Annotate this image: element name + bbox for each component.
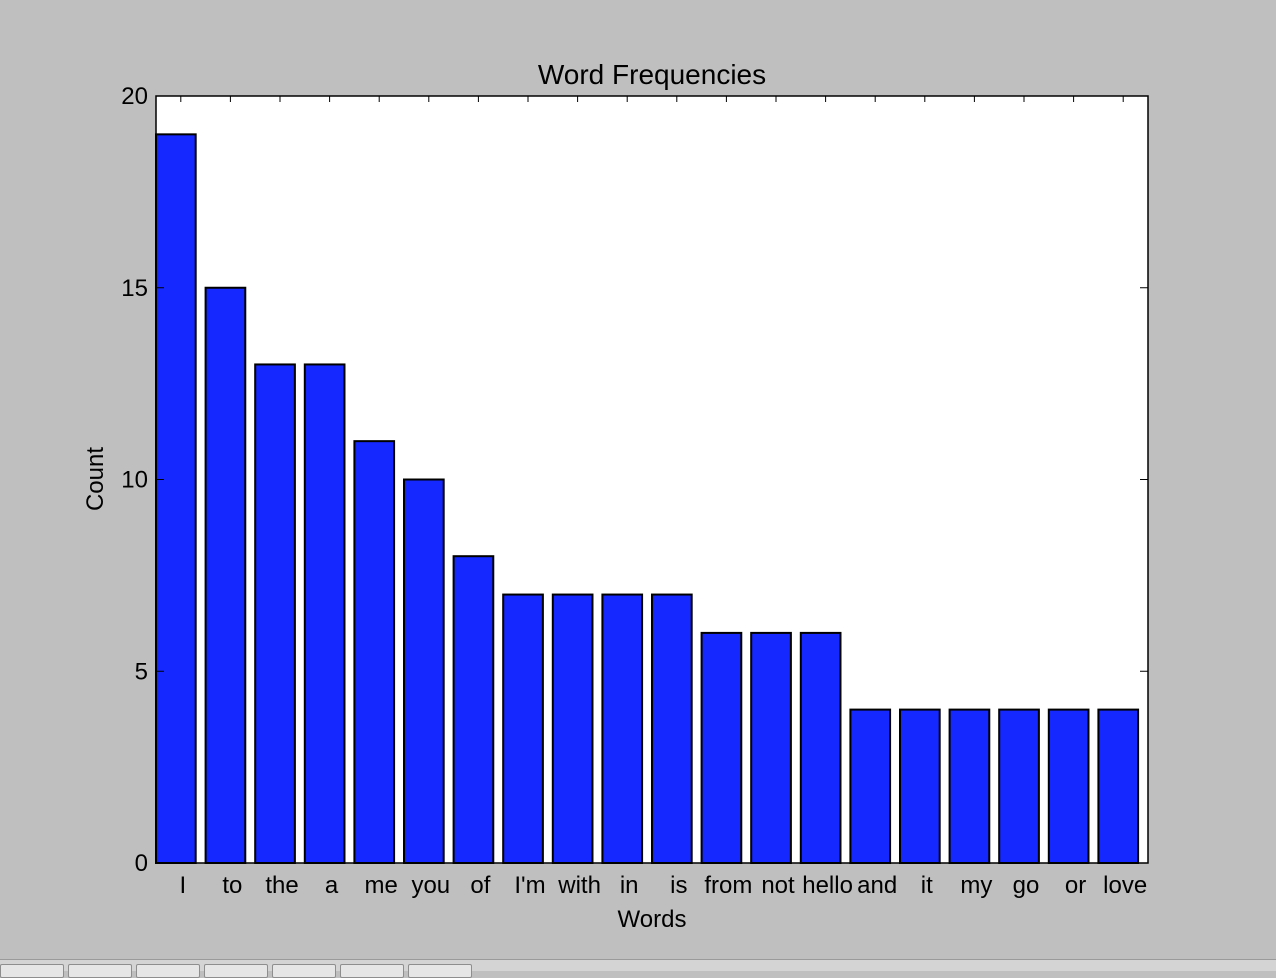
toolbar — [0, 959, 1276, 978]
bar — [452, 555, 495, 864]
x-tick-label: to — [222, 872, 242, 899]
toolbar-button[interactable] — [272, 964, 336, 978]
bar — [651, 593, 693, 864]
x-tick-label: from — [704, 872, 752, 899]
plot-frame — [155, 95, 1149, 864]
x-tick-label: my — [960, 872, 992, 899]
toolbar-button[interactable] — [0, 964, 64, 978]
bar — [601, 593, 644, 864]
bar — [998, 708, 1040, 864]
bar — [551, 593, 594, 864]
x-tick-label: the — [265, 872, 298, 899]
bar — [1097, 708, 1140, 864]
bar — [303, 363, 346, 864]
y-tick-label: 20 — [121, 83, 148, 110]
x-tick-label: I'm — [514, 872, 545, 899]
chart-title: Word Frequencies — [538, 59, 766, 90]
bar — [799, 631, 842, 865]
bar — [1047, 708, 1090, 864]
toolbar-button[interactable] — [68, 964, 132, 978]
bar — [502, 593, 544, 864]
x-tick-label: a — [325, 872, 339, 899]
toolbar-button[interactable] — [408, 964, 472, 978]
bar — [155, 133, 197, 865]
x-tick-label: it — [921, 872, 933, 899]
bar — [849, 708, 892, 864]
y-axis-label: Count — [82, 447, 109, 511]
bar — [204, 286, 247, 864]
bar — [948, 708, 991, 864]
x-axis-label: Words — [618, 906, 687, 933]
x-tick-label: of — [470, 872, 490, 899]
y-tick-label: 10 — [121, 467, 148, 494]
bar — [700, 631, 743, 865]
bar — [254, 363, 296, 864]
x-tick-label: you — [411, 872, 450, 899]
y-tick-label: 15 — [121, 275, 148, 302]
x-tick-label: hello — [802, 872, 853, 899]
x-tick-label: or — [1065, 872, 1086, 899]
x-tick-label: not — [761, 872, 795, 899]
bar — [353, 440, 396, 864]
y-tick-labels: 0 5 10 15 20 — [121, 83, 148, 877]
y-tick-label: 5 — [135, 658, 148, 685]
x-tick-label: go — [1013, 872, 1040, 899]
bar — [899, 708, 941, 864]
bar — [750, 631, 792, 865]
toolbar-button[interactable] — [136, 964, 200, 978]
x-tick-label: is — [670, 872, 687, 899]
toolbar-button[interactable] — [340, 964, 404, 978]
y-tick-label: 0 — [135, 850, 148, 877]
x-tick-label: I — [179, 872, 186, 899]
toolbar-button[interactable] — [204, 964, 268, 978]
bars-group — [155, 133, 1140, 865]
x-tick-label: love — [1103, 872, 1147, 899]
x-tick-label: in — [620, 872, 639, 899]
x-tick-label: me — [365, 872, 398, 899]
bar — [403, 478, 445, 864]
x-tick-label: and — [857, 872, 897, 899]
x-tick-label: with — [557, 872, 601, 899]
